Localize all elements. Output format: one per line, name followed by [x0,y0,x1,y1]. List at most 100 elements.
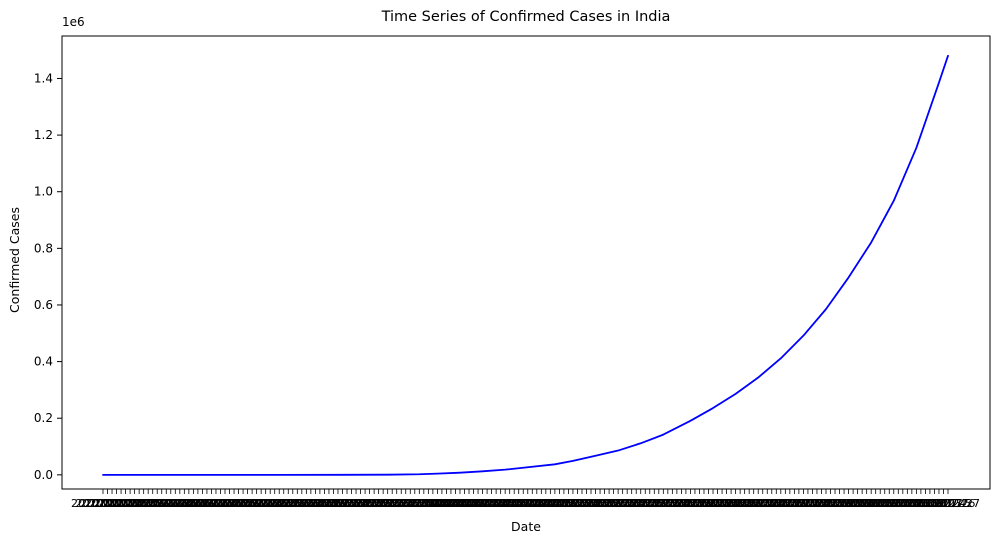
x-tick-label: 2020-02-22 [211,497,275,510]
series-line [102,54,949,476]
x-tick-label: 2020-05-13 [577,497,641,510]
x-tick-label: 2020-01-31 [112,497,176,510]
x-tick-label: 2020-07-12 [848,497,912,510]
x-tick-label: 2020-01-23 [76,497,140,510]
x-tick-label: 2020-02-23 [216,497,280,510]
x-tick-label: 2020-04-24 [491,497,555,510]
x-tick-label: 2020-07-27 [916,497,980,510]
x-tick-label: 2020-04-23 [487,497,551,510]
x-tick-label: 2020-04-20 [473,497,537,510]
x-tick-label: 2020-06-28 [785,497,849,510]
x-tick-label: 2020-02-03 [125,497,189,510]
x-tick-label: 2020-04-18 [464,497,528,510]
x-tick-label: 2020-03-03 [256,497,320,510]
x-tick-label: 2020-06-08 [695,497,759,510]
x-tick-label: 2020-06-16 [731,497,795,510]
x-tick-label: 2020-04-09 [423,497,487,510]
x-tick-label: 2020-03-05 [265,497,329,510]
x-tick-label: 2020-04-29 [514,497,578,510]
x-tick-label: 2020-05-25 [631,497,695,510]
x-tick-label: 2020-03-27 [365,497,429,510]
x-tick-label: 2020-05-02 [527,497,591,510]
x-tick-label: 2020-03-23 [347,497,411,510]
x-tick-label: 2020-06-29 [790,497,854,510]
x-tick-label: 2020-03-16 [315,497,379,510]
chart-title: Time Series of Confirmed Cases in India [381,9,671,25]
x-tick-label: 2020-07-04 [812,497,876,510]
x-tick-label: 2020-05-21 [613,497,677,510]
x-tick-label: 2020-02-08 [148,497,212,510]
x-tick-label: 2020-07-03 [808,497,872,510]
x-tick-label: 2020-04-27 [505,497,569,510]
x-axis: 2020-01-222020-01-232020-01-242020-01-25… [71,489,980,510]
x-tick-label: 2020-03-17 [320,497,384,510]
x-tick-label: 2020-01-24 [80,497,144,510]
x-tick-label: 2020-05-15 [586,497,650,510]
x-tick-label: 2020-06-12 [713,497,777,510]
x-tick-label: 2020-05-14 [582,497,646,510]
series-layer [102,54,949,476]
x-tick-label: 2020-05-04 [536,497,600,510]
x-tick-label: 2020-03-04 [261,497,325,510]
x-tick-label: 2020-02-04 [130,497,194,510]
x-tick-label: 2020-03-28 [369,497,433,510]
x-tick-label: 2020-06-01 [663,497,727,510]
y-tick-label: 0.4 [34,355,53,369]
x-tick-label: 2020-05-06 [545,497,609,510]
x-tick-label: 2020-01-28 [98,497,162,510]
x-tick-label: 2020-02-10 [157,497,221,510]
x-tick-label: 2020-02-13 [170,497,234,510]
x-tick-label: 2020-07-10 [839,497,903,510]
x-tick-label: 2020-02-21 [207,497,271,510]
y-tick-label: 0.8 [34,241,53,255]
x-tick-label: 2020-05-20 [609,497,673,510]
x-tick-label: 2020-06-26 [776,497,840,510]
x-tick-label: 2020-06-30 [794,497,858,510]
y-axis-offset-text: 1e6 [62,15,85,29]
x-tick-label: 2020-07-21 [889,497,953,510]
y-tick-label: 0.2 [34,411,53,425]
x-tick-label: 2020-06-21 [753,497,817,510]
x-tick-label: 2020-02-11 [161,497,225,510]
plot-frame [61,35,991,490]
x-tick-label: 2020-05-18 [600,497,664,510]
x-tick-label: 2020-05-09 [559,497,623,510]
y-tick-label: 0.0 [34,468,53,482]
x-tick-label: 2020-03-09 [283,497,347,510]
x-tick-label: 2020-03-14 [306,497,370,510]
x-tick-label: 2020-07-11 [844,497,908,510]
x-tick-label: 2020-05-23 [622,497,686,510]
x-tick-label: 2020-03-10 [288,497,352,510]
x-tick-label: 2020-06-20 [749,497,813,510]
x-tick-label: 2020-04-03 [396,497,460,510]
x-tick-label: 2020-03-31 [383,497,447,510]
x-tick-label: 2020-04-05 [405,497,469,510]
x-tick-label: 2020-01-29 [103,497,167,510]
x-tick-label: 2020-07-07 [826,497,890,510]
y-tick-label: 1.2 [34,128,53,142]
x-tick-label: 2020-02-18 [193,497,257,510]
x-tick-label: 2020-05-28 [645,497,709,510]
x-tick-label: 2020-02-16 [184,497,248,510]
x-tick-label: 2020-03-29 [374,497,438,510]
x-tick-label: 2020-05-03 [532,497,596,510]
x-tick-label: 2020-06-27 [780,497,844,510]
x-tick-label: 2020-02-17 [189,497,253,510]
x-tick-label: 2020-05-31 [658,497,722,510]
x-tick-label: 2020-06-06 [686,497,750,510]
x-tick-label: 2020-01-30 [107,497,171,510]
x-tick-label: 2020-02-12 [166,497,230,510]
x-tick-label: 2020-04-15 [451,497,515,510]
x-tick-label: 2020-07-09 [835,497,899,510]
x-tick-label: 2020-04-22 [482,497,546,510]
x-tick-label: 2020-03-18 [324,497,388,510]
x-tick-label: 2020-02-05 [134,497,198,510]
x-tick-label: 2020-04-21 [478,497,542,510]
x-tick-label: 2020-07-16 [866,497,930,510]
x-tick-label: 2020-02-15 [179,497,243,510]
x-tick-label: 2020-07-26 [912,497,976,510]
y-axis: 0.0 0.2 0.4 0.6 0.8 1.0 1.2 1.4 [34,71,62,482]
x-tick-label: 2020-07-25 [907,497,971,510]
x-tick-label: 2020-04-08 [419,497,483,510]
